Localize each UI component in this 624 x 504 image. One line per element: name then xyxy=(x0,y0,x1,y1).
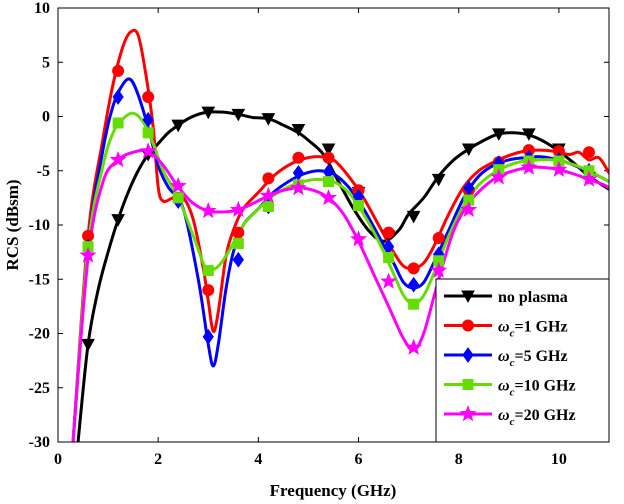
tick-labels: 0 2 4 6 8 10 10 5 0 -5 -10 -15 -20 -25 -30 xyxy=(29,0,567,468)
series-4-marker xyxy=(169,177,187,194)
series-3-marker xyxy=(232,237,244,249)
series-0-marker xyxy=(461,143,476,157)
y-tick-label: -30 xyxy=(29,434,50,451)
series-4-marker xyxy=(289,179,307,196)
series-4-marker xyxy=(490,168,508,185)
series-3-marker xyxy=(202,265,214,277)
series-4-marker xyxy=(550,160,568,177)
series-0-marker xyxy=(171,119,186,133)
series-0-marker xyxy=(431,173,446,187)
series-4-marker xyxy=(199,201,217,219)
legend-marker xyxy=(459,405,477,422)
series-1-marker xyxy=(407,262,420,275)
series-4-marker xyxy=(320,188,337,206)
series-2-marker xyxy=(112,89,124,105)
y-tick-label: -10 xyxy=(29,217,50,234)
y-tick-label: 5 xyxy=(42,54,50,71)
legend-marker xyxy=(462,319,474,332)
series-2-marker xyxy=(232,251,244,268)
series-4-marker xyxy=(520,158,538,175)
legend-label: ωc=1 GHz xyxy=(498,319,568,340)
series-4-marker xyxy=(580,170,598,187)
series-4-marker xyxy=(460,200,478,218)
series-1-marker xyxy=(142,90,155,103)
series-1-marker xyxy=(112,64,125,77)
x-tick-label: 0 xyxy=(54,451,62,468)
x-tick-label: 6 xyxy=(355,451,363,468)
series-3-marker xyxy=(262,201,274,213)
series-0-marker xyxy=(291,124,306,137)
series-line-1 xyxy=(71,28,609,442)
series-line-3 xyxy=(71,111,609,442)
legend-marker xyxy=(462,379,474,390)
series-4-marker xyxy=(405,338,423,355)
series-4-marker xyxy=(79,246,97,263)
series-4-marker xyxy=(109,151,127,168)
series-4-marker xyxy=(139,142,157,159)
y-tick-label: -20 xyxy=(29,326,50,343)
legend-label: ωc=10 GHz xyxy=(498,378,576,399)
series-4-marker xyxy=(380,272,398,289)
legend: no plasma ωc=1 GHz ωc=5 GHz ωc=10 GHz ωc=20 … xyxy=(435,278,610,443)
series-4-marker xyxy=(430,261,448,278)
series-1-marker xyxy=(322,151,335,164)
series-2-marker xyxy=(408,276,420,293)
series-1-marker xyxy=(292,151,305,164)
series-3-marker xyxy=(383,252,395,264)
legend-label: no plasma xyxy=(498,289,568,306)
x-tick-label: 4 xyxy=(254,451,262,468)
plot-frame xyxy=(57,7,610,443)
y-tick-label: -5 xyxy=(37,163,50,180)
series-3-marker xyxy=(408,298,420,310)
series-0-marker xyxy=(201,106,216,120)
series-3-marker xyxy=(172,192,184,204)
series-2-marker xyxy=(142,111,154,128)
series-0-marker xyxy=(81,338,95,352)
series-0-marker xyxy=(111,214,125,227)
series-2-marker xyxy=(202,328,214,345)
series-0-marker xyxy=(321,143,336,157)
series-0-marker xyxy=(491,128,506,141)
x-axis-title: Frequency (GHz) xyxy=(270,481,397,500)
x-tick-label: 2 xyxy=(154,451,162,468)
x-tick-label: 10 xyxy=(551,451,567,468)
legend-label: ωc=20 GHz xyxy=(498,407,576,428)
series-4-marker xyxy=(259,186,277,203)
x-tick-label: 8 xyxy=(455,451,463,468)
series-3-marker xyxy=(353,199,365,211)
series-1-marker xyxy=(582,146,595,159)
y-tick-label: -15 xyxy=(29,271,50,288)
y-axis-title: RCS (dBsm) xyxy=(3,179,22,270)
series-1-marker xyxy=(432,232,445,245)
series-markers xyxy=(79,64,598,355)
series-3-marker xyxy=(142,127,154,139)
legend-marker xyxy=(462,347,474,363)
y-tick-label: 0 xyxy=(42,109,50,126)
series-0-marker xyxy=(261,113,276,126)
series-0-marker xyxy=(406,210,421,224)
series-4-marker xyxy=(350,230,368,247)
legend-marker xyxy=(461,290,475,304)
series-3-marker xyxy=(322,176,334,188)
series-1-marker xyxy=(202,284,215,297)
series-0-marker xyxy=(522,128,536,141)
legend-label: ωc=5 GHz xyxy=(498,348,568,369)
series-3-marker xyxy=(112,117,124,129)
series-1-marker xyxy=(232,226,245,239)
series-0-marker xyxy=(231,108,246,122)
series-1-marker xyxy=(262,172,275,185)
y-tick-label: -25 xyxy=(29,380,50,397)
series-1-marker xyxy=(382,226,395,239)
series-4-marker xyxy=(229,200,247,218)
y-tick-label: 10 xyxy=(34,0,50,17)
